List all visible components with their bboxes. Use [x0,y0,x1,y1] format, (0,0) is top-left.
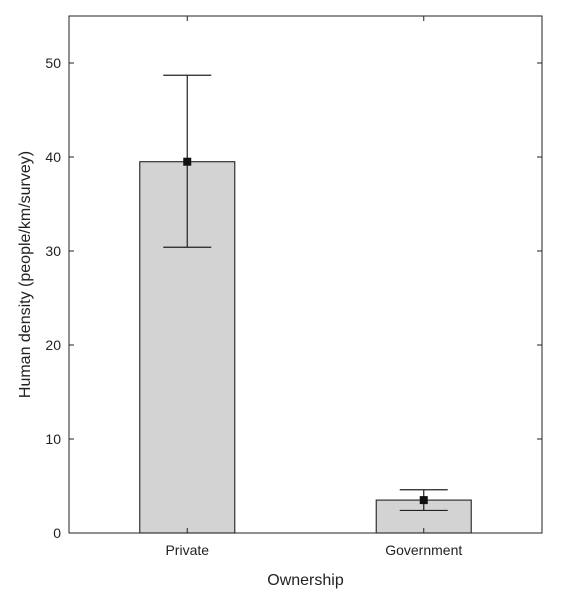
y-tick-label: 0 [53,525,61,541]
y-axis-ticks: 0 10 20 30 40 50 [45,55,542,541]
x-tick-label-private: Private [165,542,209,558]
y-tick-label: 40 [45,149,61,165]
y-axis-title: Human density (people/km/survey) [17,151,34,398]
y-tick-label: 10 [45,431,61,447]
x-tick-label-government: Government [385,542,462,558]
x-axis-ticks: Private Government [165,16,462,558]
bars [139,74,472,534]
y-tick-label: 20 [45,337,61,353]
plot-frame [68,15,543,534]
y-tick-label: 50 [45,55,61,71]
y-tick-label: 30 [45,243,61,259]
mean-marker-private [183,157,192,166]
x-axis-title: Ownership [267,572,344,589]
mean-marker-government [419,496,428,505]
